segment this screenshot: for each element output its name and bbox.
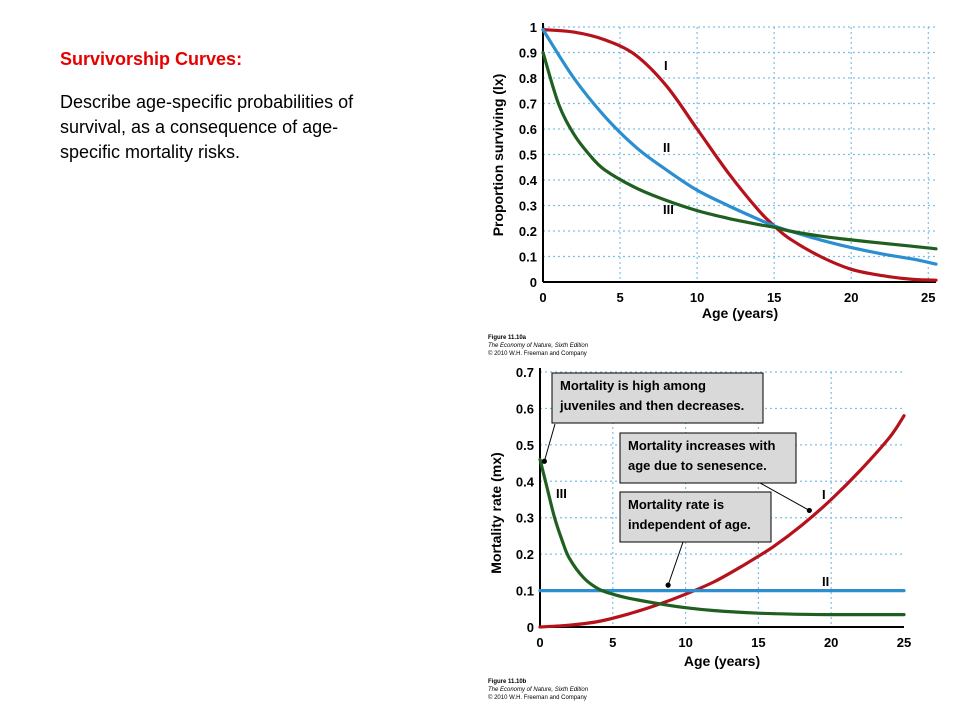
callout-leader-line bbox=[543, 423, 556, 462]
series-line-i bbox=[538, 414, 906, 629]
x-tick-label: 25 bbox=[897, 635, 911, 650]
slide-description: Describe age-specific probabilities of s… bbox=[60, 92, 354, 162]
figure-credit: Figure 11.10a bbox=[488, 335, 527, 341]
survivorship-chart: 00.10.20.30.40.50.60.70.80.910 5 10 15 20 25A… bbox=[488, 20, 938, 357]
x-tick-label: 20 bbox=[844, 290, 858, 305]
y-tick-label: 0.5 bbox=[516, 438, 534, 453]
figure-credit: The Economy of Nature, Sixth Edition bbox=[488, 343, 589, 349]
callout-text: Mortality is high among bbox=[560, 378, 706, 393]
y-tick-label: 0.1 bbox=[516, 584, 534, 599]
x-tick-label: 5 bbox=[616, 290, 623, 305]
x-tick-label: 10 bbox=[690, 290, 704, 305]
x-tick-label: 0 bbox=[539, 290, 546, 305]
y-tick-label: 0.2 bbox=[516, 547, 534, 562]
x-axis-title: Age (years) bbox=[684, 653, 760, 669]
y-tick-label: 0.2 bbox=[519, 224, 537, 239]
curve-label: I bbox=[822, 487, 826, 502]
callout-text: Mortality rate is bbox=[628, 497, 724, 512]
curve-label: III bbox=[663, 202, 674, 217]
y-axis-title: Proportion surviving (lx) bbox=[490, 74, 506, 237]
callout-dot bbox=[665, 582, 671, 588]
y-tick-label: 0.4 bbox=[516, 474, 535, 489]
x-tick-label: 0 bbox=[536, 635, 543, 650]
y-tick-label: 1 bbox=[530, 20, 537, 35]
callout: Mortality rate is independent of age. bbox=[619, 491, 772, 588]
x-axis-title: Age (years) bbox=[702, 305, 778, 321]
curve-label: I bbox=[664, 58, 668, 73]
y-tick-label: 0.9 bbox=[519, 46, 537, 61]
callout-text: Mortality increases with bbox=[628, 438, 775, 453]
series-line-ii bbox=[541, 28, 938, 266]
callout-box bbox=[619, 432, 797, 484]
y-tick-label: 0.5 bbox=[519, 148, 537, 163]
y-tick-label: 0.3 bbox=[516, 511, 534, 526]
callout-dot bbox=[806, 507, 812, 514]
callout: Mortality increases with age due to senes… bbox=[619, 432, 812, 514]
series-line-i bbox=[541, 28, 938, 282]
x-tick-label: 25 bbox=[921, 290, 935, 305]
curve-label: II bbox=[663, 140, 670, 155]
series-line-iii bbox=[538, 457, 906, 617]
y-axis-title: Mortality rate (mx) bbox=[488, 452, 504, 573]
y-tick-label: 0.7 bbox=[519, 97, 537, 112]
y-tick-label: 0.6 bbox=[519, 122, 537, 137]
y-tick-label: 0 bbox=[530, 275, 537, 290]
callout-text: age due to senesence. bbox=[628, 458, 767, 473]
x-tick-label: 15 bbox=[767, 290, 781, 305]
callout-leader-line bbox=[667, 541, 684, 586]
slide-heading: Survivorship Curves: bbox=[60, 49, 243, 69]
callout-leader-line bbox=[759, 482, 810, 511]
series-line-iii bbox=[541, 50, 938, 251]
figure-credit: © 2010 W.H. Freeman and Company bbox=[488, 694, 587, 701]
slide-text: Survivorship Curves: Describe age-specif… bbox=[60, 48, 380, 165]
x-tick-label: 20 bbox=[824, 635, 838, 650]
y-tick-label: 0.1 bbox=[519, 250, 537, 265]
y-tick-label: 0.7 bbox=[516, 365, 534, 380]
callout-dot bbox=[541, 458, 547, 464]
callout-box bbox=[551, 372, 764, 424]
y-tick-label: 0.3 bbox=[519, 199, 537, 214]
callout-text: independent of age. bbox=[628, 517, 751, 532]
y-tick-label: 0.4 bbox=[519, 173, 538, 188]
y-tick-label: 0.8 bbox=[519, 71, 537, 86]
callout-text: juveniles and then decreases. bbox=[559, 398, 744, 413]
callout-box bbox=[619, 491, 772, 543]
figure-credit: Figure 11.10b bbox=[488, 679, 527, 685]
x-tick-label: 5 bbox=[609, 635, 616, 650]
y-tick-label: 0 bbox=[527, 620, 534, 635]
figure-credit: © 2010 W.H. Freeman and Company bbox=[488, 350, 587, 357]
y-tick-label: 0.6 bbox=[516, 401, 534, 416]
x-tick-label: 15 bbox=[751, 635, 765, 650]
mortality-chart: 0 0.1 0.2 0.3 0.4 0.5 0.6 0.7 0 5 10 15 20 25 Age (yea… bbox=[488, 365, 911, 701]
curve-label: III bbox=[556, 486, 567, 501]
figure-credit: The Economy of Nature, Sixth Edition bbox=[488, 687, 589, 693]
curve-label: II bbox=[822, 574, 829, 589]
x-tick-label: 10 bbox=[678, 635, 692, 650]
callout: Mortality is high among juveniles and the… bbox=[541, 372, 764, 464]
